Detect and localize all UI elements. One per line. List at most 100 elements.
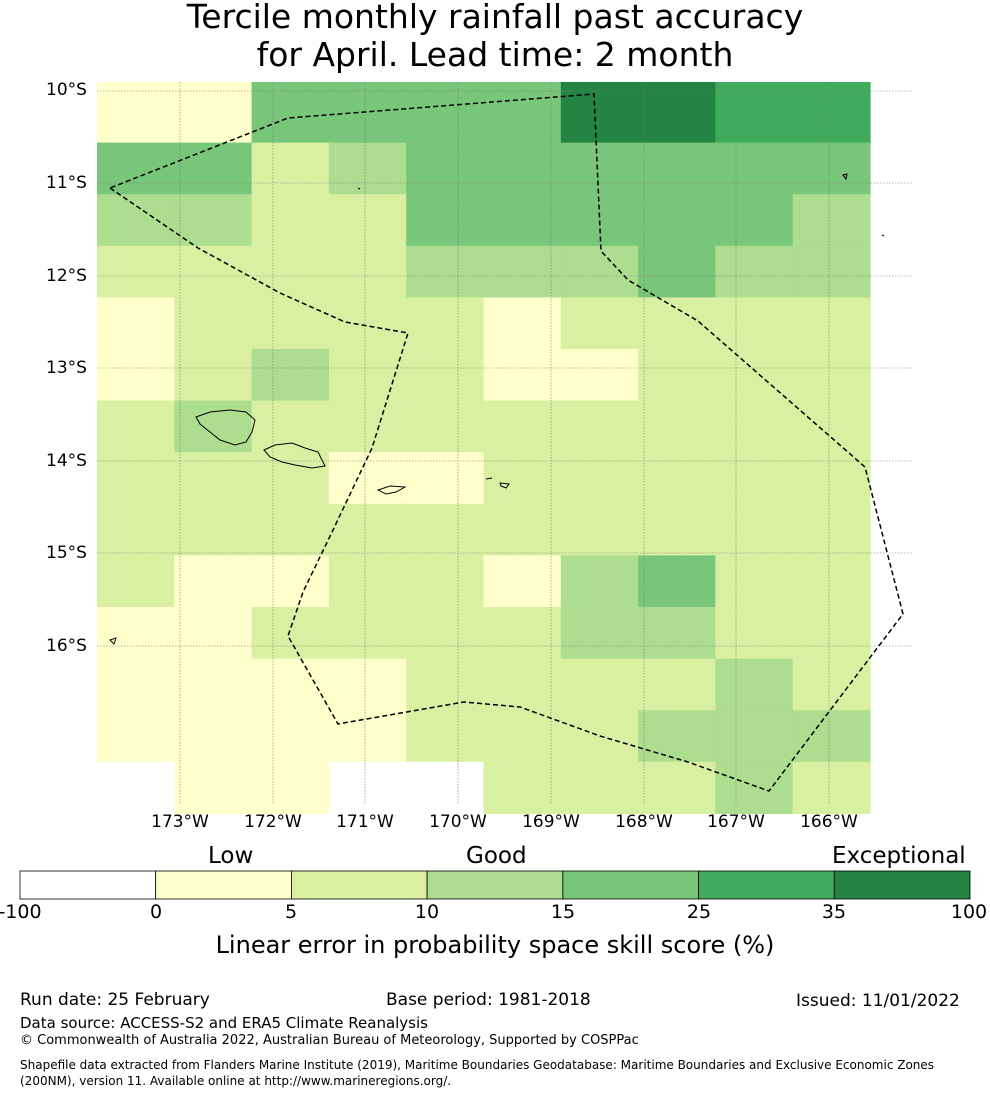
skill-cell: [328, 194, 407, 247]
skill-cell: [792, 297, 871, 350]
skill-cell: [638, 349, 716, 402]
skill-cell: [174, 297, 253, 350]
skill-cell: [251, 82, 330, 144]
colorbar-tick: 15: [550, 901, 576, 923]
colorbar-segment: [19, 870, 157, 900]
skill-cell: [638, 503, 716, 556]
skill-cell: [715, 245, 794, 298]
map-title-line-1: Tercile monthly rainfall past accuracy: [186, 0, 804, 36]
copyright: © Commonwealth of Australia 2022, Austra…: [20, 1033, 639, 1048]
skill-cell: [792, 761, 871, 814]
skill-cell: [406, 245, 485, 298]
skill-cell: [174, 710, 253, 763]
tutuila-island: [376, 485, 407, 495]
skill-cell: [715, 761, 794, 814]
skill-cell: [406, 82, 485, 144]
skill-cell: [483, 349, 562, 402]
issued-date: Issued: 11/01/2022: [796, 991, 960, 1011]
lat-label: 13°S: [46, 358, 87, 378]
skill-cell: [638, 761, 716, 814]
skill-cell: [560, 142, 639, 195]
eez-boundary: [108, 93, 904, 792]
manua-islands: [485, 477, 510, 489]
skill-cell: [715, 82, 794, 144]
skill-cell: [328, 297, 407, 350]
skill-cell: [251, 503, 330, 556]
run-date: Run date: 25 February: [20, 990, 210, 1010]
small-islet: [881, 234, 885, 237]
skill-cell: [174, 245, 253, 298]
skill-cell: [715, 555, 794, 608]
skill-cell: [792, 194, 871, 247]
skill-cell: [97, 555, 175, 608]
skill-cell: [251, 297, 330, 350]
skill-cell: [638, 658, 716, 711]
skill-cell: [483, 194, 562, 247]
skill-cell: [638, 400, 716, 453]
skill-cell: [406, 194, 485, 247]
skill-cell: [406, 710, 485, 763]
skill-cell: [715, 400, 794, 453]
skill-cell: [560, 658, 639, 711]
skill-cell: [560, 555, 639, 608]
skill-cell: [251, 349, 330, 402]
skill-cell: [97, 82, 175, 144]
skill-cell: [560, 82, 639, 144]
skill-cell: [792, 82, 871, 144]
skill-cell: [483, 503, 562, 556]
lat-label: 12°S: [46, 266, 87, 286]
lat-label: 11°S: [46, 173, 87, 193]
legend-category-good: Good: [466, 843, 527, 869]
skill-cell: [638, 297, 716, 350]
skill-cell: [792, 349, 871, 402]
small-islet: [357, 187, 361, 190]
lon-label: 168°W: [615, 812, 673, 832]
skill-cell: [560, 761, 639, 814]
lon-label: 172°W: [244, 812, 302, 832]
skill-cell: [97, 503, 175, 556]
skill-cell: [483, 555, 562, 608]
skill-cell: [328, 245, 407, 298]
skill-cell: [174, 194, 253, 247]
skill-cell: [638, 607, 716, 660]
lat-label: 10°S: [46, 80, 87, 100]
skill-cell: [792, 658, 871, 711]
skill-cell: [560, 503, 639, 556]
skill-cell: [483, 297, 562, 350]
skill-cell: [174, 82, 253, 144]
skill-cell: [483, 245, 562, 298]
skill-cell: [483, 607, 562, 660]
skill-cell: [97, 710, 175, 763]
skill-cell: [97, 194, 175, 247]
colorbar-segment: [833, 870, 971, 900]
skill-cell: [174, 503, 253, 556]
skill-grid: [97, 82, 871, 814]
legend-category-exceptional: Exceptional: [832, 843, 966, 869]
colorbar-tick: 0: [149, 901, 163, 923]
skill-cell: [97, 349, 175, 402]
map-title-line-2: for April. Lead time: 2 month: [256, 35, 734, 74]
skill-cell: [406, 297, 485, 350]
skill-cell: [560, 607, 639, 660]
base-period: Base period: 1981-2018: [386, 990, 591, 1010]
skill-cell: [406, 607, 485, 660]
colorbar-segment: [698, 870, 835, 900]
skill-cell: [560, 400, 639, 453]
skill-cell: [638, 194, 716, 247]
skill-cell: [328, 761, 407, 814]
colorbar-tick: -100: [0, 901, 42, 923]
skill-cell: [483, 710, 562, 763]
skill-cell: [328, 503, 407, 556]
skill-cell: [406, 761, 485, 814]
skill-cell: [328, 555, 407, 608]
skill-cell: [406, 349, 485, 402]
skill-cell: [328, 349, 407, 402]
skill-cell: [715, 658, 794, 711]
skill-cell: [328, 82, 407, 144]
upolu-island: [263, 442, 326, 469]
skill-cell: [715, 194, 794, 247]
skill-cell: [483, 142, 562, 195]
lon-label: 171°W: [336, 812, 394, 832]
colorbar-segment: [155, 870, 292, 900]
